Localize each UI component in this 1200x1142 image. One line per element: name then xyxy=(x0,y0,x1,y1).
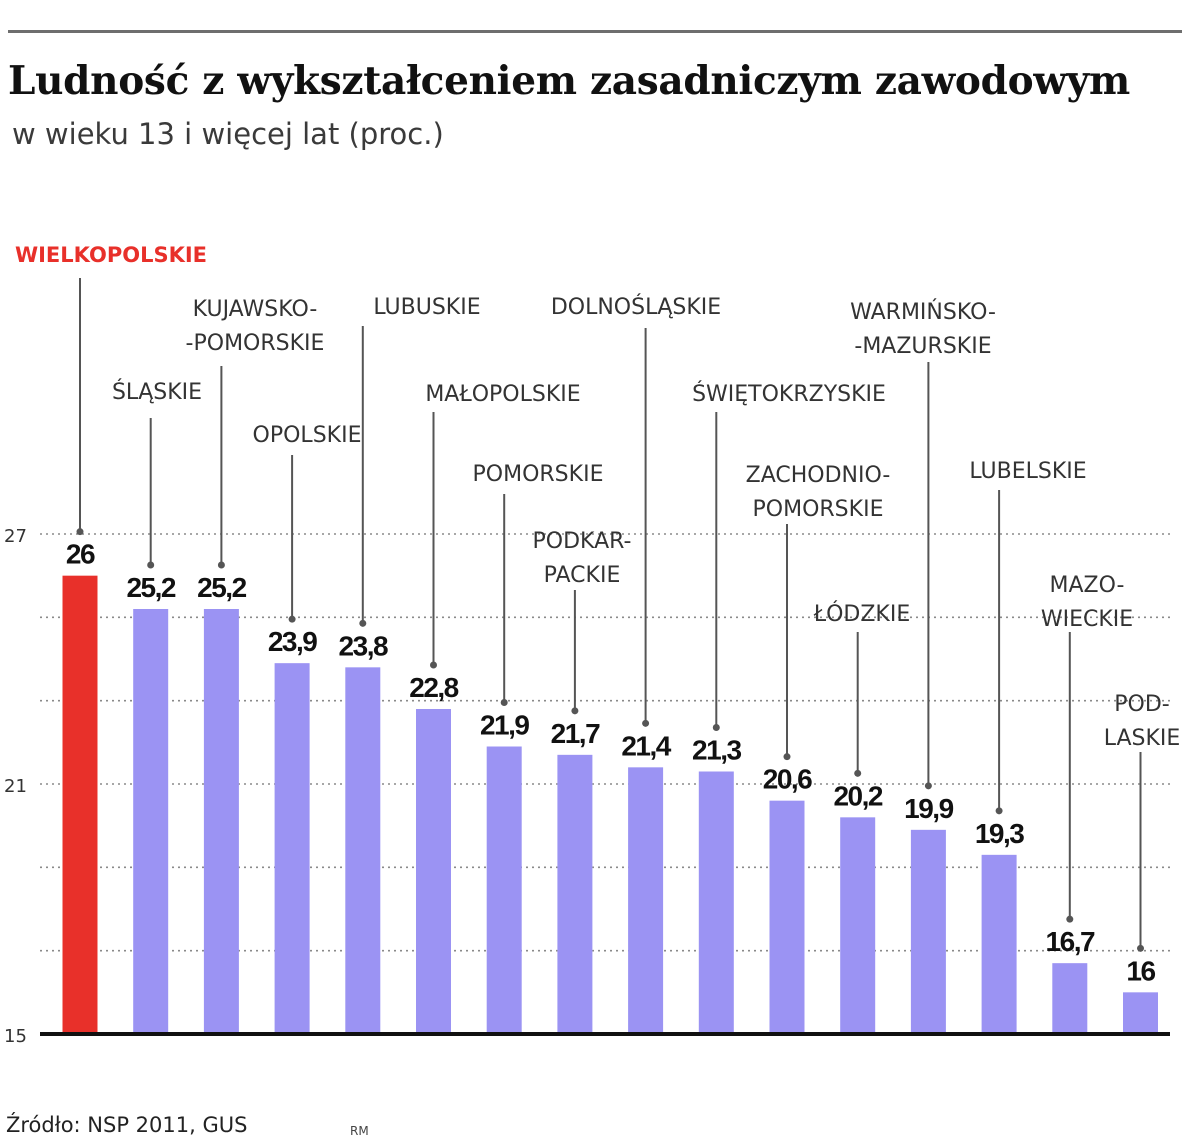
top-rule xyxy=(8,30,1182,33)
category-label: POMORSKIE xyxy=(473,462,604,487)
leader-dot xyxy=(924,782,932,790)
value-label: 25,2 xyxy=(126,572,175,603)
value-label: 23,8 xyxy=(339,630,388,661)
bar xyxy=(628,767,664,1034)
category-label: WARMIŃSKO- xyxy=(850,299,996,325)
leader-dot xyxy=(288,615,296,623)
category-label: POMORSKIE xyxy=(753,497,884,522)
category-label: PACKIE xyxy=(544,563,621,588)
value-label: 20,2 xyxy=(833,780,882,811)
bar xyxy=(345,667,381,1034)
value-label: 20,6 xyxy=(763,764,812,795)
category-label: ŚLĄSKIE xyxy=(112,379,202,405)
value-label: 21,4 xyxy=(621,730,671,761)
value-label: 21,9 xyxy=(480,710,529,741)
value-label: 22,8 xyxy=(409,672,458,703)
bar xyxy=(486,746,522,1034)
chart-subtitle: w wieku 13 i więcej lat (proc.) xyxy=(12,117,444,151)
y-tick-label: 27 xyxy=(4,526,27,547)
category-label: MAZO- xyxy=(1050,573,1125,598)
value-label: 19,3 xyxy=(975,818,1024,849)
bar xyxy=(910,829,946,1034)
category-label: POD- xyxy=(1114,692,1169,717)
leader-dot xyxy=(147,561,155,569)
category-label: DOLNOŚLĄSKIE xyxy=(551,294,721,320)
leader-dot xyxy=(1137,944,1144,952)
category-label: WIELKOPOLSKIE xyxy=(15,243,207,267)
leader-dot xyxy=(76,528,84,536)
leader-dot xyxy=(995,807,1003,815)
y-tick-label: 15 xyxy=(4,1026,27,1047)
bar xyxy=(416,709,451,1034)
category-label: MAŁOPOLSKIE xyxy=(425,382,580,407)
leader-dot xyxy=(854,769,862,777)
leader-dot xyxy=(1066,915,1074,923)
value-label: 25,2 xyxy=(197,572,246,603)
category-label: KUJAWSKO- xyxy=(193,297,318,322)
category-label: ŚWIĘTOKRZYSKIE xyxy=(692,381,886,407)
source-note: Źródło: NSP 2011, GUS xyxy=(6,1113,248,1137)
leader-dot xyxy=(783,753,791,761)
leader-dot xyxy=(712,724,720,731)
bar xyxy=(769,800,805,1034)
leader-dot xyxy=(359,619,367,627)
bar xyxy=(840,817,876,1034)
y-tick-label: 21 xyxy=(4,776,27,797)
category-label: WIECKIE xyxy=(1041,607,1133,632)
value-label: 21,7 xyxy=(551,718,600,749)
value-label: 16 xyxy=(1126,955,1155,986)
value-label: 19,9 xyxy=(904,793,953,824)
value-label: 26 xyxy=(66,539,95,570)
value-label: 23,9 xyxy=(268,626,317,657)
category-label: -POMORSKIE xyxy=(186,331,325,356)
category-label: -MAZURSKIE xyxy=(854,334,991,359)
category-label: PODKAR- xyxy=(533,529,632,554)
category-label: LASKIE xyxy=(1104,726,1181,751)
leader-dot xyxy=(500,699,508,706)
value-label: 16,7 xyxy=(1046,926,1095,957)
value-label: 21,3 xyxy=(692,735,741,766)
bar xyxy=(1123,992,1158,1034)
leader-dot xyxy=(571,707,579,715)
leader-dot xyxy=(642,719,650,727)
leader-dot xyxy=(430,661,437,669)
category-label: LUBELSKIE xyxy=(969,459,1086,484)
bar xyxy=(1052,963,1088,1034)
category-label: OPOLSKIE xyxy=(253,423,362,448)
category-label: LUBUSKIE xyxy=(373,295,480,320)
author-credit: RM xyxy=(350,1124,369,1138)
leader-dot xyxy=(217,561,225,569)
category-label: ŁÓDZKIE xyxy=(813,601,911,627)
bar xyxy=(698,771,734,1034)
category-label: ZACHODNIO- xyxy=(746,463,891,488)
bar xyxy=(62,575,98,1034)
bar xyxy=(133,609,169,1034)
bar xyxy=(274,663,310,1034)
bar xyxy=(557,754,593,1034)
chart-title: Ludność z wykształceniem zasadniczym zaw… xyxy=(8,58,1130,104)
bar xyxy=(203,609,239,1034)
bar xyxy=(981,854,1017,1034)
